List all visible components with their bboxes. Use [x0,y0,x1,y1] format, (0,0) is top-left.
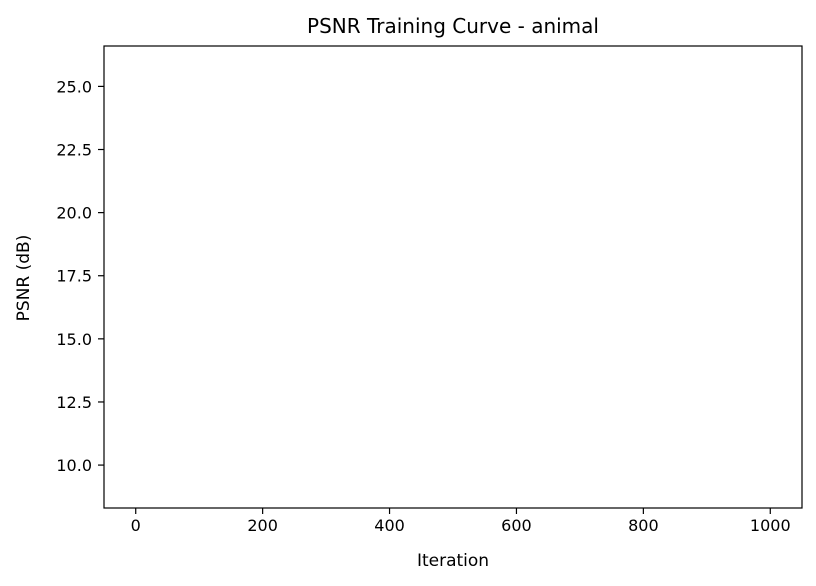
y-tick-label: 20.0 [56,204,92,223]
axes: 0 200 400 600 800 1000 10.0 12.5 15.0 17.5 20.0 22.… [56,45,803,535]
y-tick-label: 17.5 [56,267,92,286]
y-tick-label: 12.5 [56,393,92,412]
x-tick-label: 400 [374,516,405,535]
y-tick-label: 25.0 [56,77,92,96]
x-tick-label: 200 [247,516,278,535]
y-tick-label: 10.0 [56,456,92,475]
y-tick-label: 15.0 [56,330,92,349]
axes-frame [103,45,803,509]
y-axis-label: PSNR (dB) [14,235,34,322]
x-tick-label: 1000 [750,516,791,535]
x-tick-label: 0 [131,516,141,535]
x-axis-label: Iteration [417,551,489,571]
chart-title: PSNR Training Curve - animal [307,14,599,38]
y-tick-label: 22.5 [56,141,92,160]
x-tick-label: 600 [501,516,532,535]
x-tick-label: 800 [628,516,659,535]
